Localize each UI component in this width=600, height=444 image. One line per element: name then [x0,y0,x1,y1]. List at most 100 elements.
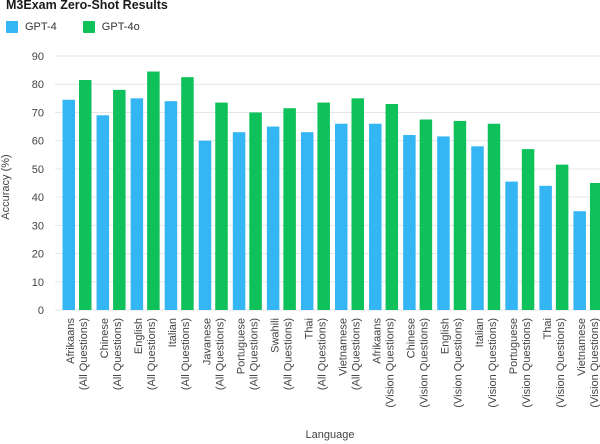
x-tick-label-6: Swahili (All Questions) [269,318,294,390]
x-tick-label-12: Italian (Vision Questions) [474,318,499,408]
y-tick-label-60: 60 [32,136,44,148]
bar-gpt4o-2[interactable] [147,71,160,311]
x-tick-label-line: English [440,318,452,354]
x-tick-label-5: Portuguese (All Questions) [235,318,260,390]
legend-swatch-gpt4 [6,21,18,33]
bar-gpt4-11[interactable] [437,136,450,310]
bar-gpt4o-1[interactable] [113,89,126,311]
x-tick-label-line: Thai [542,318,554,339]
x-tick-label-line: (Vision Questions) [555,318,567,408]
x-tick-label-line: Afrikaans [65,318,77,364]
x-tick-label-line: Portuguese [508,318,520,374]
x-tick-label-8: Vietnamese (All Questions) [338,318,363,390]
x-tick-label-line: (All Questions) [180,318,192,390]
bar-gpt4o-15[interactable] [589,183,600,310]
x-tick-label-line: (All Questions) [78,318,90,390]
bar-gpt4-10[interactable] [403,135,416,310]
x-tick-label-line: (All Questions) [214,318,226,390]
x-tick-label-line: (All Questions) [146,318,158,390]
bar-gpt4o-6[interactable] [283,108,296,311]
bar-gpt4-3[interactable] [164,101,178,310]
legend-swatch-gpt4o [82,21,95,33]
y-tick-label-70: 70 [32,107,44,119]
bar-gpt4-6[interactable] [266,126,280,310]
bar-gpt4-2[interactable] [130,98,144,310]
x-tick-label-2: English (All Questions) [133,318,158,390]
bar-gpt4o-3[interactable] [181,77,194,310]
bar-gpt4o-0[interactable] [79,79,92,311]
x-tick-label-line: (Vision Questions) [453,318,465,408]
y-tick-label-10: 10 [32,277,44,289]
x-tick-label-line: (Vision Questions) [589,318,600,408]
x-tick-label-line: Afrikaans [372,318,384,364]
bar-gpt4-7[interactable] [300,132,314,310]
legend-item-gpt4o[interactable]: GPT-4o [82,21,140,33]
y-tick-label-0: 0 [38,305,44,317]
x-tick-label-line: (All Questions) [282,318,294,390]
bar-gpt4-0[interactable] [62,99,76,311]
x-tick-label-7: Thai (All Questions) [303,318,328,390]
x-tick-label-line: Vietnamese [576,318,588,376]
x-tick-label-line: (All Questions) [248,318,260,390]
x-tick-label-line: Portuguese [235,318,247,374]
bar-gpt4-4[interactable] [198,140,212,310]
x-tick-label-line: (All Questions) [316,318,328,390]
bar-gpt4o-9[interactable] [385,103,399,310]
x-tick-label-line: (Vision Questions) [419,318,431,408]
bar-gpt4o-11[interactable] [453,120,467,310]
y-tick-label-50: 50 [32,164,44,176]
y-tick-label-80: 80 [32,79,44,91]
bar-gpt4o-5[interactable] [249,112,262,310]
bar-gpt4-15[interactable] [573,211,586,310]
x-tick-label-line: (All Questions) [351,318,363,390]
bar-gpt4-1[interactable] [96,115,110,311]
x-tick-label-3: Italian (All Questions) [167,318,192,390]
x-tick-label-0: Afrikaans (All Questions) [65,318,90,391]
x-tick-label-1: Chinese (All Questions) [99,318,124,390]
chart-title: M3Exam Zero-Shot Results [6,0,168,12]
bar-gpt4o-12[interactable] [487,123,501,310]
x-tick-label-line: (All Questions) [112,318,124,390]
bar-gpt4-13[interactable] [505,181,518,310]
x-tick-label-line: English [133,318,145,354]
bar-gpt4o-4[interactable] [215,102,228,310]
legend-label-gpt4: GPT-4 [25,21,57,33]
bar-gpt4-9[interactable] [369,123,382,310]
bar-gpt4-14[interactable] [539,185,552,310]
legend-label-gpt4o: GPT-4o [101,21,140,33]
bar-gpt4o-13[interactable] [521,149,535,310]
bar-gpt4-5[interactable] [232,132,246,310]
y-axis-title: Accuracy (%) [0,154,12,219]
bar-gpt4o-10[interactable] [419,119,433,311]
x-tick-label-14: Thai (Vision Questions) [542,318,567,408]
x-axis-title: Language [306,429,355,441]
x-tick-label-15: Vietnamese (Vision Questions) [576,318,600,408]
y-tick-label-30: 30 [32,220,44,232]
x-tick-label-13: Portuguese (Vision Questions) [508,318,533,408]
x-tick-label-line: Thai [303,318,315,339]
chart-legend: GPT-4 GPT-4o [6,21,166,33]
x-tick-label-line: Javanese [201,318,213,365]
y-tick-label-90: 90 [32,51,44,63]
x-tick-label-line: Italian [474,318,486,347]
x-tick-label-line: Swahili [269,318,281,353]
x-tick-label-line: (Vision Questions) [521,318,533,408]
y-tick-label-40: 40 [32,192,44,204]
x-tick-label-11: English (Vision Questions) [440,318,465,408]
x-tick-label-9: Afrikaans (Vision Questions) [372,318,397,408]
x-tick-label-line: (Vision Questions) [487,318,499,408]
bar-gpt4o-14[interactable] [555,164,569,310]
x-tick-label-line: Chinese [99,318,111,358]
x-tick-label-line: Chinese [406,318,418,358]
bar-gpt4-12[interactable] [471,146,484,310]
legend-item-gpt4[interactable]: GPT-4 [6,21,57,33]
x-tick-label-10: Chinese (Vision Questions) [406,318,431,408]
y-tick-label-20: 20 [32,249,44,261]
bar-gpt4o-8[interactable] [351,98,365,310]
x-tick-label-line: Italian [167,318,179,347]
x-tick-label-line: Vietnamese [338,318,350,376]
x-tick-label-line: (Vision Questions) [385,318,397,408]
bar-gpt4o-7[interactable] [317,102,330,310]
bar-gpt4-8[interactable] [335,123,348,310]
